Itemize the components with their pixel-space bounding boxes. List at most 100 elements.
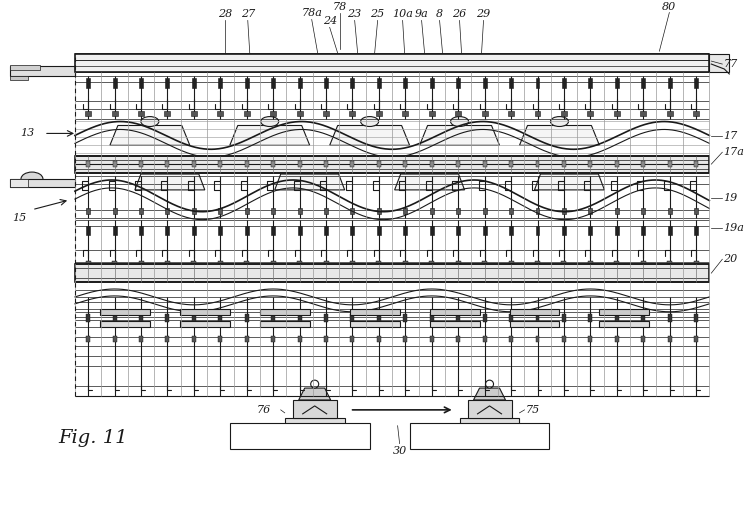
Bar bbox=[429, 111, 435, 116]
Bar bbox=[377, 226, 381, 235]
Bar bbox=[561, 111, 567, 116]
Bar bbox=[430, 309, 479, 315]
Bar bbox=[272, 208, 275, 214]
Bar bbox=[509, 335, 513, 341]
Bar bbox=[377, 78, 381, 88]
Bar bbox=[350, 208, 355, 214]
Bar bbox=[509, 309, 560, 315]
Bar bbox=[192, 161, 196, 167]
Bar bbox=[260, 321, 310, 327]
Polygon shape bbox=[135, 174, 205, 190]
Circle shape bbox=[466, 422, 472, 428]
Bar bbox=[562, 161, 566, 167]
Polygon shape bbox=[298, 388, 331, 400]
Bar bbox=[292, 400, 337, 418]
Bar bbox=[615, 335, 619, 341]
Bar bbox=[614, 261, 620, 265]
Bar bbox=[244, 208, 249, 214]
Bar bbox=[430, 321, 479, 327]
Text: 78a: 78a bbox=[302, 9, 322, 19]
Circle shape bbox=[494, 422, 500, 428]
Bar bbox=[536, 314, 539, 322]
Bar bbox=[86, 208, 90, 214]
Ellipse shape bbox=[261, 117, 279, 126]
Text: 78: 78 bbox=[332, 2, 346, 12]
Bar bbox=[139, 261, 143, 265]
Bar bbox=[694, 226, 698, 235]
Text: 27: 27 bbox=[241, 10, 255, 20]
Bar bbox=[460, 418, 520, 432]
Polygon shape bbox=[110, 126, 190, 145]
Bar bbox=[694, 261, 698, 265]
Bar bbox=[508, 111, 514, 116]
Bar bbox=[244, 161, 249, 167]
Bar bbox=[244, 111, 250, 116]
Bar bbox=[588, 78, 592, 88]
Circle shape bbox=[332, 422, 338, 428]
Polygon shape bbox=[394, 174, 464, 190]
Bar bbox=[562, 261, 566, 265]
Bar bbox=[166, 314, 170, 322]
Bar bbox=[217, 261, 223, 265]
Bar bbox=[138, 111, 144, 116]
Bar bbox=[456, 226, 460, 235]
Text: 80: 80 bbox=[662, 2, 676, 12]
Bar bbox=[166, 78, 170, 88]
Bar bbox=[588, 335, 592, 341]
Bar bbox=[324, 314, 328, 322]
Bar bbox=[10, 179, 28, 187]
Circle shape bbox=[485, 380, 494, 388]
Circle shape bbox=[292, 422, 298, 428]
Bar bbox=[10, 66, 75, 76]
Polygon shape bbox=[274, 174, 345, 190]
Bar bbox=[509, 161, 513, 167]
Bar bbox=[668, 335, 672, 341]
Bar bbox=[112, 78, 116, 88]
Bar bbox=[509, 78, 513, 88]
Bar bbox=[562, 314, 566, 322]
Bar bbox=[403, 261, 408, 265]
Bar bbox=[112, 208, 116, 214]
Bar bbox=[218, 208, 222, 214]
Bar bbox=[668, 226, 672, 235]
Bar bbox=[166, 208, 170, 214]
Bar bbox=[324, 208, 328, 214]
Bar bbox=[536, 226, 539, 235]
Bar bbox=[139, 208, 143, 214]
Bar bbox=[218, 335, 222, 341]
Circle shape bbox=[478, 422, 484, 428]
Bar bbox=[536, 335, 539, 341]
Bar bbox=[562, 335, 566, 341]
Bar bbox=[270, 111, 276, 116]
Bar bbox=[615, 314, 619, 322]
Bar bbox=[694, 335, 698, 341]
Bar bbox=[536, 208, 539, 214]
Bar bbox=[615, 208, 619, 214]
Bar bbox=[588, 261, 592, 265]
Bar bbox=[483, 208, 487, 214]
Ellipse shape bbox=[550, 117, 568, 126]
Circle shape bbox=[310, 380, 319, 388]
Text: 24: 24 bbox=[322, 16, 337, 26]
Bar bbox=[298, 335, 302, 341]
Circle shape bbox=[304, 422, 310, 428]
Bar bbox=[244, 261, 249, 265]
Bar bbox=[86, 78, 90, 88]
Bar bbox=[10, 179, 75, 187]
Bar bbox=[430, 335, 433, 341]
Bar bbox=[192, 208, 196, 214]
Bar bbox=[456, 335, 460, 341]
Bar bbox=[467, 400, 512, 418]
Bar bbox=[509, 314, 513, 322]
Text: Fig. 11: Fig. 11 bbox=[58, 429, 128, 446]
Bar bbox=[244, 314, 249, 322]
Bar bbox=[192, 314, 196, 322]
Bar bbox=[641, 226, 645, 235]
Bar bbox=[536, 78, 539, 88]
Polygon shape bbox=[473, 388, 506, 400]
Bar bbox=[376, 111, 382, 116]
Bar bbox=[139, 78, 143, 88]
Bar bbox=[86, 314, 90, 322]
Bar bbox=[218, 161, 222, 167]
Bar bbox=[166, 226, 170, 235]
